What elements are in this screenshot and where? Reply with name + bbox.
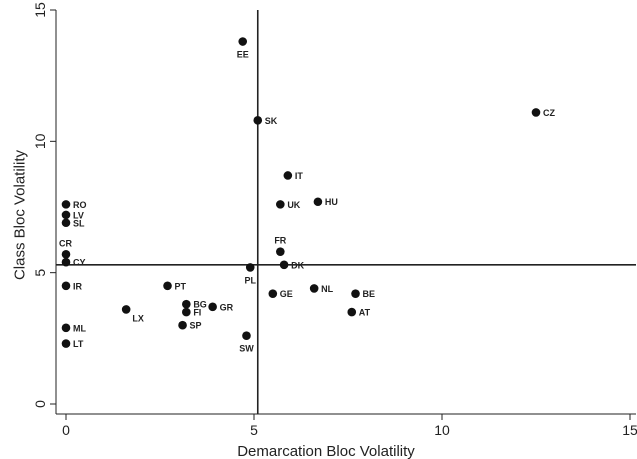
point-label-hu: HU	[325, 197, 338, 207]
point-label-ro: RO	[73, 200, 87, 210]
x-axis-title: Demarcation Bloc Volatility	[237, 443, 415, 459]
data-point-ml	[61, 323, 71, 333]
data-point-bg	[182, 299, 191, 309]
reference-lines	[56, 10, 636, 414]
point-label-sl: SL	[73, 218, 85, 228]
point-label-sk: SK	[265, 116, 278, 126]
data-point-cy	[61, 257, 71, 267]
data-point-hu	[313, 197, 323, 207]
point-label-fi: FI	[193, 308, 201, 318]
point-label-cz: CZ	[543, 108, 555, 118]
data-point-pl	[245, 263, 255, 272]
point-label-ge: GE	[280, 289, 293, 299]
point-label-cy: CY	[73, 258, 86, 268]
y-tick-label: 5	[32, 269, 48, 277]
data-point-sw	[242, 331, 251, 341]
y-tick-label: 10	[32, 133, 48, 149]
point-label-sw: SW	[239, 344, 254, 354]
data-point-ee	[238, 37, 248, 46]
x-tick-label: 10	[434, 422, 450, 438]
y-tick-label: 0	[32, 400, 48, 408]
x-tick-label: 5	[250, 422, 258, 438]
point-label-pt: PT	[175, 281, 187, 291]
data-point-fr	[276, 247, 285, 256]
point-label-uk: UK	[287, 200, 300, 210]
point-label-gr: GR	[220, 302, 234, 312]
data-point-ge	[268, 289, 278, 298]
point-label-cr: CR	[59, 238, 72, 248]
point-label-pl: PL	[244, 275, 256, 285]
data-point-ro	[61, 200, 71, 209]
point-label-sp: SP	[190, 321, 202, 331]
data-point-sl	[61, 218, 71, 228]
data-point-sp	[178, 320, 187, 330]
point-label-fr: FR	[274, 236, 286, 246]
data-point-ir	[61, 281, 71, 291]
data-point-at	[347, 307, 357, 317]
point-label-be: BE	[363, 289, 376, 299]
point-label-bg: BG	[193, 300, 207, 310]
data-point-lv	[61, 210, 71, 220]
data-point-dk	[279, 260, 289, 270]
data-point-gr	[208, 302, 217, 312]
data-point-fi	[182, 307, 191, 317]
y-tick-label: 15	[32, 2, 48, 18]
data-point-it	[283, 171, 293, 180]
point-label-ml: ML	[73, 323, 86, 333]
point-label-dk: DK	[291, 260, 304, 270]
point-label-lx: LX	[132, 313, 144, 323]
data-point-cr	[61, 249, 71, 259]
data-point-cz	[531, 108, 541, 117]
data-point-lx	[121, 305, 131, 314]
point-label-ee: EE	[237, 50, 249, 60]
data-point-lt	[61, 339, 71, 348]
point-label-lt: LT	[73, 339, 84, 349]
point-label-ir: IR	[73, 281, 83, 291]
data-point-pt	[163, 281, 172, 291]
point-label-at: AT	[359, 308, 371, 318]
data-point-nl	[309, 284, 319, 293]
point-label-nl: NL	[321, 284, 333, 294]
data-point-sk	[253, 116, 263, 125]
point-label-it: IT	[295, 171, 304, 181]
data-point-uk	[276, 200, 285, 209]
data-point-be	[351, 289, 360, 298]
point-label-lv: LV	[73, 210, 84, 220]
y-axis-title: Class Bloc Volatility	[12, 149, 29, 280]
x-tick-label: 0	[62, 422, 70, 438]
axes: 0 5 10 15 0 5 10 15	[32, 2, 637, 438]
x-tick-label: 15	[622, 422, 637, 438]
